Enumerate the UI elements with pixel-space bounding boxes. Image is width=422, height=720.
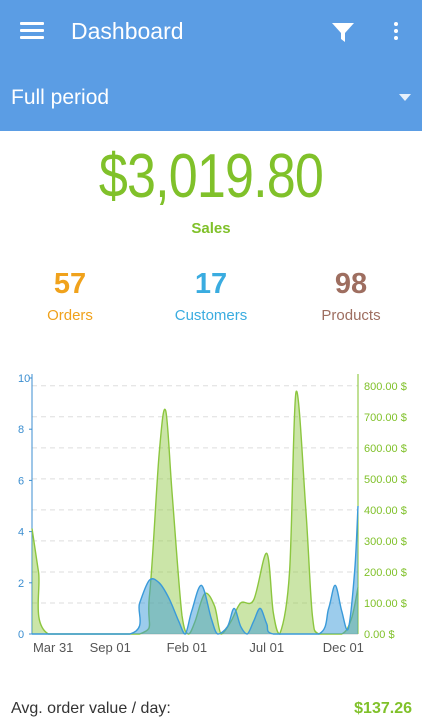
avg-order-label: Avg. order value / day: xyxy=(11,700,171,717)
sales-total: $3,019.80 xyxy=(98,142,324,211)
footer-row: Avg. order value / day: $137.26 xyxy=(0,698,422,720)
series-area-sales xyxy=(32,391,358,634)
right-tick-label: 300.00 $ xyxy=(364,536,407,548)
right-tick-label: 800.00 $ xyxy=(364,381,407,393)
orders-stat[interactable]: 57 Orders xyxy=(0,268,140,324)
left-tick-label: 4 xyxy=(18,527,24,539)
right-tick-label: 600.00 $ xyxy=(364,443,407,455)
app-title: Dashboard xyxy=(71,18,184,44)
left-tick-label: 10 xyxy=(18,373,30,385)
x-tick-label: Dec 01 xyxy=(323,640,364,655)
products-label: Products xyxy=(321,307,381,324)
x-tick-label: Jul 01 xyxy=(249,640,284,655)
left-tick-label: 6 xyxy=(18,475,24,487)
more-vert-icon[interactable] xyxy=(386,20,406,46)
products-count: 98 xyxy=(334,268,368,300)
series-area-orders xyxy=(32,506,358,634)
period-label: Full period xyxy=(11,86,110,109)
x-tick-label: Mar 31 xyxy=(33,640,73,655)
period-selector[interactable]: Full period xyxy=(0,80,422,120)
customers-label: Customers xyxy=(174,307,248,324)
sales-label: Sales xyxy=(191,220,231,237)
right-tick-label: 400.00 $ xyxy=(364,505,407,517)
customers-stat[interactable]: 17 Customers xyxy=(141,268,281,324)
right-tick-label: 700.00 $ xyxy=(364,412,407,424)
filter-icon[interactable] xyxy=(330,20,356,46)
orders-label: Orders xyxy=(47,307,93,324)
left-tick-label: 2 xyxy=(18,578,24,590)
right-tick-label: 0.00 $ xyxy=(364,629,395,641)
orders-count: 57 xyxy=(53,268,87,300)
left-tick-label: 8 xyxy=(18,424,24,436)
products-stat[interactable]: 98 Products xyxy=(281,268,421,324)
right-tick-label: 500.00 $ xyxy=(364,474,407,486)
sales-chart[interactable]: 0.00 $ 100.00 $ 200.00 $ 300.00 $ 400.00 $ 50… xyxy=(0,360,422,670)
menu-icon[interactable] xyxy=(20,22,44,42)
right-tick-label: 100.00 $ xyxy=(364,598,407,610)
customers-count: 17 xyxy=(194,268,228,300)
series-line-orders xyxy=(31,505,359,635)
x-tick-label: Sep 01 xyxy=(90,640,131,655)
avg-order-value: $137.26 xyxy=(354,700,412,717)
x-tick-label: Feb 01 xyxy=(167,640,207,655)
left-tick-label: 0 xyxy=(18,629,24,641)
dropdown-arrow-icon xyxy=(399,94,411,101)
right-tick-label: 200.00 $ xyxy=(364,567,407,579)
app-bar: Dashboard Full period xyxy=(0,0,422,131)
